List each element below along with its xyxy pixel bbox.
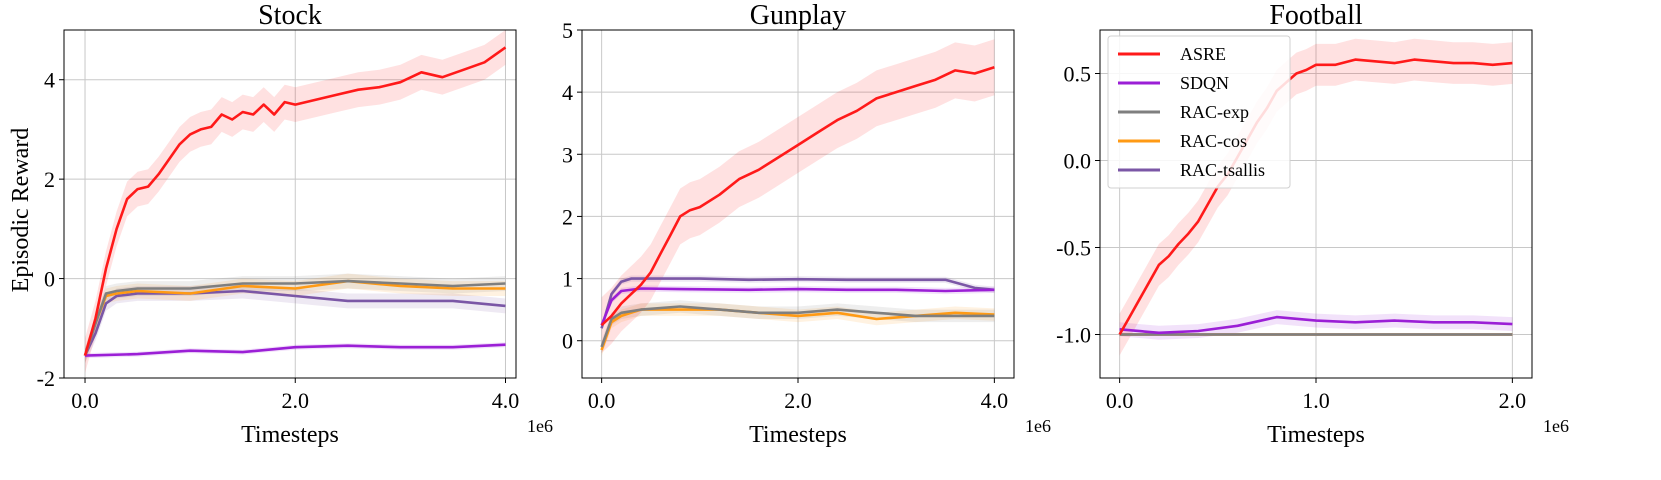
band-asre	[1119, 38, 1513, 356]
series-line-sdqn	[1119, 315, 1513, 335]
legend: ASRE SDQN RAC-exp RAC-cos RAC-tsallis	[1107, 35, 1291, 189]
y-tick-label: 5	[562, 18, 573, 43]
y-tick-label: 0	[44, 267, 55, 292]
y-tick-label: 4	[562, 80, 573, 105]
series-line-rac-tsallis	[600, 277, 995, 329]
series-line-rac-exp	[600, 305, 995, 348]
band-rac-cos	[85, 273, 506, 364]
chart-title: Stock	[258, 0, 322, 31]
y-tick-label: 0	[562, 329, 573, 354]
y-tick-label: 4	[44, 68, 55, 93]
series-line-sdqn	[600, 287, 995, 326]
y-tick-label: 2	[44, 167, 55, 192]
x-axis-label: Timesteps	[749, 422, 847, 448]
y-tick-label: -0.5	[1056, 236, 1091, 261]
legend-label: RAC-cos	[1180, 131, 1247, 151]
band-sdqn	[1119, 310, 1513, 340]
x-tick-label: 4.0	[981, 388, 1009, 413]
x-axis-label: Timesteps	[1267, 422, 1365, 448]
y-tick-label: 2	[562, 204, 573, 229]
series-line-rac-exp	[83, 279, 506, 357]
legend-box	[1107, 35, 1291, 189]
legend-label: ASRE	[1180, 44, 1226, 64]
y-tick-label: 0.5	[1064, 62, 1092, 87]
legend-label: RAC-exp	[1180, 102, 1249, 122]
legend-label: SDQN	[1180, 73, 1229, 93]
y-tick-label: 0.0	[1064, 149, 1092, 174]
band-asre	[85, 30, 506, 373]
y-tick-label: 3	[562, 142, 573, 167]
chart-title: Football	[1269, 0, 1363, 31]
axes-frame	[63, 29, 517, 379]
y-tick-label: -1.0	[1056, 323, 1091, 348]
panel-football: 0.0 1.0 2.0 -1.0 -0.5 0.0 0.5 Football Timesteps…	[1056, 0, 1569, 448]
panel-stock: 0.0 2.0 4.0 -2 0 2 4 Stock Timesteps 1e6	[37, 0, 553, 448]
y-tick-label: 1	[562, 267, 573, 292]
x-tick-label: 0.0	[1106, 388, 1134, 413]
x-axis-label: Timesteps	[241, 422, 339, 448]
x-tick-label: 2.0	[784, 388, 812, 413]
x-offset-label: 1e6	[1025, 416, 1051, 436]
legend-label: RAC-tsallis	[1180, 160, 1265, 180]
band-rac-tsallis	[85, 283, 506, 364]
band-rac-tsallis	[601, 275, 995, 332]
plot-area	[83, 30, 507, 373]
x-offset-label: 1e6	[527, 416, 553, 436]
x-tick-label: 1.0	[1302, 388, 1330, 413]
x-tick-label: 2.0	[1499, 388, 1527, 413]
panel-gunplay: 0.0 2.0 4.0 0 1 2 3 4 5 Gunplay Timesteps 1e6	[562, 0, 1051, 448]
series-line-sdqn	[84, 343, 506, 357]
band-asre	[601, 39, 995, 354]
plot-area	[600, 39, 995, 357]
plot-area	[1118, 38, 1513, 356]
series-line-asre	[83, 46, 507, 356]
chart-title: Gunplay	[750, 0, 846, 31]
series-line-rac-tsallis	[83, 289, 506, 357]
x-tick-label: 0.0	[588, 388, 616, 413]
x-tick-label: 2.0	[282, 388, 310, 413]
x-offset-label: 1e6	[1543, 416, 1569, 436]
x-tick-label: 4.0	[492, 388, 520, 413]
y-axis-label: Episodic Reward	[8, 128, 34, 293]
y-tick-label: -2	[37, 366, 55, 391]
band-rac-exp	[85, 273, 506, 364]
series-line-asre	[600, 66, 995, 327]
x-tick-label: 0.0	[71, 388, 99, 413]
